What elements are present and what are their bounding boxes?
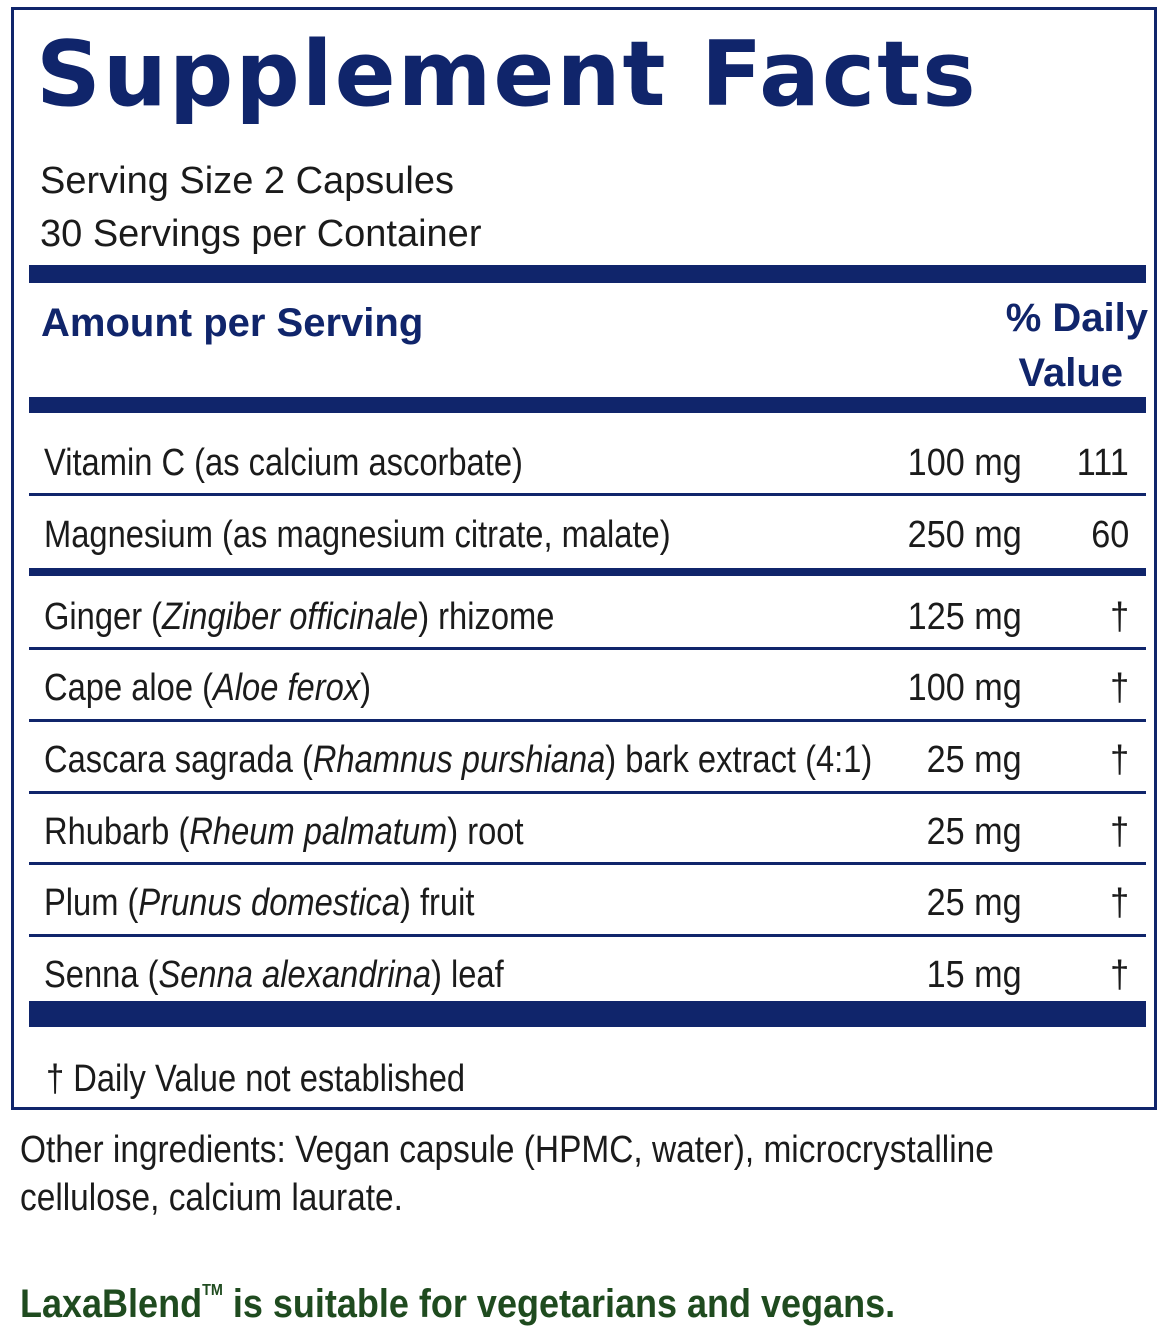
row-divider [29,493,1146,496]
nutrient-daily-value: 111 [1077,442,1129,484]
nutrient-daily-value: † [1109,954,1129,996]
botanical-name: Senna alexandrina [158,954,432,996]
nutrient-daily-value: † [1109,811,1129,853]
nutrient-daily-value: 60 [1090,514,1129,556]
row-divider [29,647,1146,650]
row-divider [29,934,1146,937]
nutrient-row: Cascara sagrada (Rhamnus purshiana) bark… [44,735,1129,785]
nutrient-row: Ginger (Zingiber officinale) rhizome 125 … [44,592,1129,642]
nutrient-row: Magnesium (as magnesium citrate, malate)… [44,510,1129,560]
servings-per-container: 30 Servings per Container [40,213,482,255]
nutrient-amount: 25 mg [926,739,1022,781]
ingredient-part: ) bark extract (4:1) [605,739,873,781]
nutrient-row: Rhubarb (Rheum palmatum) root 25 mg † [44,807,1129,857]
ingredient-name: Vitamin C (as calcium ascorbate) [44,442,523,484]
nutrient-amount: 125 mg [907,596,1022,638]
panel-title: Supplement Facts [36,22,978,127]
nutrient-row: Vitamin C (as calcium ascorbate) 100 mg 11… [44,438,1129,488]
suitability-text: is suitable for vegetarians and vegans. [222,1282,896,1326]
thick-divider [29,397,1146,413]
botanical-name: Zingiber officinale [162,596,419,638]
daily-value-header-line2: Value [1018,351,1123,395]
ingredient-part: ) [360,667,371,709]
amount-per-serving-header: Amount per Serving [41,301,424,345]
ingredient-part: ) rhizome [418,596,555,638]
nutrient-amount: 25 mg [926,882,1022,924]
brand-name: LaxaBlend [20,1282,203,1326]
suitability-statement: LaxaBlendTM is suitable for vegetarians … [20,1266,895,1329]
nutrient-name: Cascara sagrada (Rhamnus purshiana) bark… [44,735,872,785]
botanical-name: Rheum palmatum [189,811,448,853]
ingredient-name: Cape aloe ( [44,667,213,709]
serving-size: Serving Size 2 Capsules [40,160,454,202]
row-divider [29,719,1146,722]
nutrient-name: Plum (Prunus domestica) fruit [44,878,474,928]
nutrient-name: Cape aloe (Aloe ferox) [44,663,371,713]
nutrient-row: Senna (Senna alexandrina) leaf 15 mg † [44,950,1129,1000]
nutrient-amount: 250 mg [907,514,1022,556]
ingredient-name: Rhubarb ( [44,811,190,853]
botanical-name: Rhamnus purshiana [312,739,606,781]
nutrient-daily-value: † [1109,667,1129,709]
ingredient-name: Magnesium (as magnesium citrate, malate) [44,514,671,556]
nutrient-amount: 15 mg [926,954,1022,996]
nutrient-row: Plum (Prunus domestica) fruit 25 mg † [44,878,1129,928]
nutrient-name: Magnesium (as magnesium citrate, malate) [44,510,671,560]
nutrient-amount: 100 mg [907,442,1022,484]
daily-value-header-line1: % Daily [1005,296,1148,340]
nutrient-amount: 100 mg [907,667,1022,709]
nutrient-name: Senna (Senna alexandrina) leaf [44,950,504,1000]
ingredient-name: Cascara sagrada ( [44,739,313,781]
nutrient-name: Vitamin C (as calcium ascorbate) [44,438,523,488]
row-divider [29,791,1146,794]
nutrient-daily-value: † [1109,739,1129,781]
nutrient-daily-value: † [1109,596,1129,638]
nutrient-name: Rhubarb (Rheum palmatum) root [44,807,524,857]
botanical-name: Aloe ferox [212,667,361,709]
botanical-name: Prunus domestica [138,882,400,924]
row-divider [29,568,1146,576]
row-divider [29,862,1146,865]
other-ingredients: Other ingredients: Vegan capsule (HPMC, … [20,1129,994,1219]
supplement-facts-panel: Supplement Facts Serving Size 2 Capsules… [11,7,1157,1110]
ingredient-name: Plum ( [44,882,139,924]
ingredient-part: ) root [447,811,524,853]
ingredient-part: ) leaf [431,954,504,996]
nutrient-daily-value: † [1109,882,1129,924]
nutrient-amount: 25 mg [926,811,1022,853]
thick-divider [29,265,1146,283]
ingredient-name: Senna ( [44,954,159,996]
ingredient-part: ) fruit [399,882,475,924]
thick-divider [29,1001,1146,1027]
ingredient-name: Ginger ( [44,596,163,638]
nutrient-name: Ginger (Zingiber officinale) rhizome [44,592,554,642]
nutrient-row: Cape aloe (Aloe ferox) 100 mg † [44,663,1129,713]
daily-value-footnote: † Daily Value not established [46,1058,466,1100]
trademark-symbol: TM [202,1282,223,1299]
